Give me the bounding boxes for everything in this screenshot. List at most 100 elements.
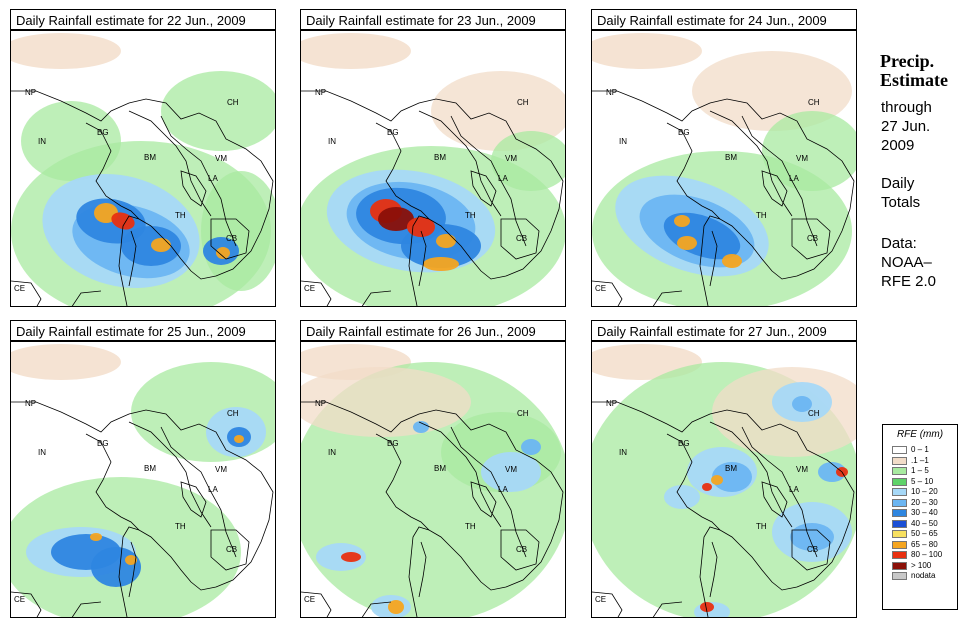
country-border bbox=[450, 426, 527, 558]
country-border bbox=[180, 170, 207, 207]
country-label-ce: CE bbox=[595, 284, 606, 293]
country-label-cb: CB bbox=[516, 234, 527, 243]
country-label-ce: CE bbox=[595, 595, 606, 604]
rainfall-area bbox=[664, 485, 700, 509]
country-label-cb: CB bbox=[807, 234, 818, 243]
rainfall-area bbox=[378, 207, 414, 231]
rainfall-map: NP CH IN BG BM VM LA TH CB CE bbox=[300, 341, 566, 618]
rainfall-area bbox=[436, 234, 456, 248]
country-border bbox=[741, 115, 818, 247]
country-label-th: TH bbox=[465, 522, 476, 531]
country-border bbox=[791, 529, 831, 571]
country-label-cb: CB bbox=[226, 545, 237, 554]
country-label-ch: CH bbox=[517, 98, 529, 107]
panel-title: Daily Rainfall estimate for 25 Jun., 200… bbox=[10, 320, 276, 341]
rainfall-panel: Daily Rainfall estimate for 26 Jun., 200… bbox=[300, 320, 568, 620]
country-border bbox=[418, 421, 502, 528]
country-label-ce: CE bbox=[304, 284, 315, 293]
country-label-la: LA bbox=[498, 485, 508, 494]
rainfall-area bbox=[423, 257, 459, 271]
country-label-in: IN bbox=[328, 448, 336, 457]
country-label-bg: BG bbox=[678, 128, 690, 137]
country-label-th: TH bbox=[175, 211, 186, 220]
legend-item: 30 – 40 bbox=[883, 508, 957, 519]
country-label-th: TH bbox=[756, 522, 767, 531]
country-label-bm: BM bbox=[725, 464, 737, 473]
date-line-1: 27 Jun. bbox=[881, 118, 931, 135]
legend-label: 1 – 5 bbox=[911, 466, 929, 475]
country-border bbox=[375, 122, 430, 220]
country-label-vm: VM bbox=[215, 154, 227, 163]
country-label-np: NP bbox=[606, 399, 617, 408]
rainfall-area bbox=[21, 101, 121, 181]
through-date-text: through 27 Jun. 2009 bbox=[881, 98, 966, 155]
rainfall-map: NP CH IN BG BM VM LA TH CB CE bbox=[10, 30, 276, 307]
rainfall-area bbox=[818, 462, 846, 482]
rainfall-area bbox=[388, 600, 404, 614]
country-label-bg: BG bbox=[97, 128, 109, 137]
data-line-1: Data: bbox=[881, 235, 917, 252]
country-border bbox=[11, 401, 274, 617]
legend-swatch bbox=[892, 498, 907, 507]
country-label-in: IN bbox=[619, 137, 627, 146]
legend-swatch bbox=[892, 530, 907, 538]
country-label-la: LA bbox=[208, 485, 218, 494]
rainfall-panel: Daily Rainfall estimate for 24 Jun., 200… bbox=[591, 9, 859, 309]
country-label-ch: CH bbox=[808, 98, 820, 107]
country-border bbox=[418, 541, 427, 598]
country-border bbox=[11, 90, 274, 306]
rainfall-area bbox=[151, 238, 171, 252]
country-border bbox=[709, 110, 793, 217]
country-label-bm: BM bbox=[434, 153, 446, 162]
panel-title: Daily Rainfall estimate for 23 Jun., 200… bbox=[300, 9, 566, 30]
country-label-bg: BG bbox=[678, 439, 690, 448]
legend-label: .1 –1 bbox=[911, 455, 929, 465]
country-border bbox=[500, 529, 540, 571]
country-label-ce: CE bbox=[304, 595, 315, 604]
date-line-2: 2009 bbox=[881, 137, 915, 154]
rainfall-area bbox=[700, 602, 714, 612]
country-label-in: IN bbox=[619, 448, 627, 457]
country-label-ch: CH bbox=[517, 409, 529, 418]
legend-label: 50 – 65 bbox=[911, 529, 938, 538]
legend-label: 10 – 20 bbox=[911, 487, 938, 496]
country-border bbox=[11, 280, 102, 306]
country-border bbox=[210, 529, 250, 571]
country-border bbox=[301, 90, 564, 306]
country-border bbox=[160, 115, 237, 247]
legend-item: nodata bbox=[883, 571, 957, 582]
country-border bbox=[418, 110, 502, 217]
legend-swatch bbox=[892, 488, 907, 496]
rainfall-map: NP CH IN BG BM VM LA TH CB CE bbox=[591, 341, 857, 618]
data-line-3: RFE 2.0 bbox=[881, 273, 937, 290]
country-border bbox=[709, 230, 718, 287]
legend-swatch bbox=[892, 551, 907, 559]
legend-label: 5 – 10 bbox=[911, 476, 934, 486]
legend-item: 1 – 5 bbox=[883, 466, 957, 477]
country-label-la: LA bbox=[208, 174, 218, 183]
country-border bbox=[709, 541, 718, 598]
rainfall-area bbox=[702, 483, 712, 491]
rainfall-area bbox=[121, 226, 181, 266]
legend-item: 50 – 65 bbox=[883, 529, 957, 540]
country-border bbox=[741, 426, 818, 558]
country-label-th: TH bbox=[175, 522, 186, 531]
country-border bbox=[592, 401, 855, 617]
country-border bbox=[470, 170, 497, 207]
panel-title: Daily Rainfall estimate for 27 Jun., 200… bbox=[591, 320, 857, 341]
country-label-vm: VM bbox=[796, 465, 808, 474]
country-label-bm: BM bbox=[725, 153, 737, 162]
legend-label: > 100 bbox=[911, 560, 932, 570]
country-label-np: NP bbox=[25, 88, 36, 97]
legend-swatch bbox=[892, 519, 907, 528]
rainfall-area bbox=[491, 131, 565, 191]
country-label-vm: VM bbox=[505, 154, 517, 163]
panel-title: Daily Rainfall estimate for 26 Jun., 200… bbox=[300, 320, 566, 341]
country-label-in: IN bbox=[328, 137, 336, 146]
country-border bbox=[128, 230, 137, 287]
country-border bbox=[791, 218, 831, 260]
rainfall-area bbox=[792, 396, 812, 412]
panel-title: Daily Rainfall estimate for 24 Jun., 200… bbox=[591, 9, 857, 30]
rainfall-area bbox=[521, 439, 541, 455]
